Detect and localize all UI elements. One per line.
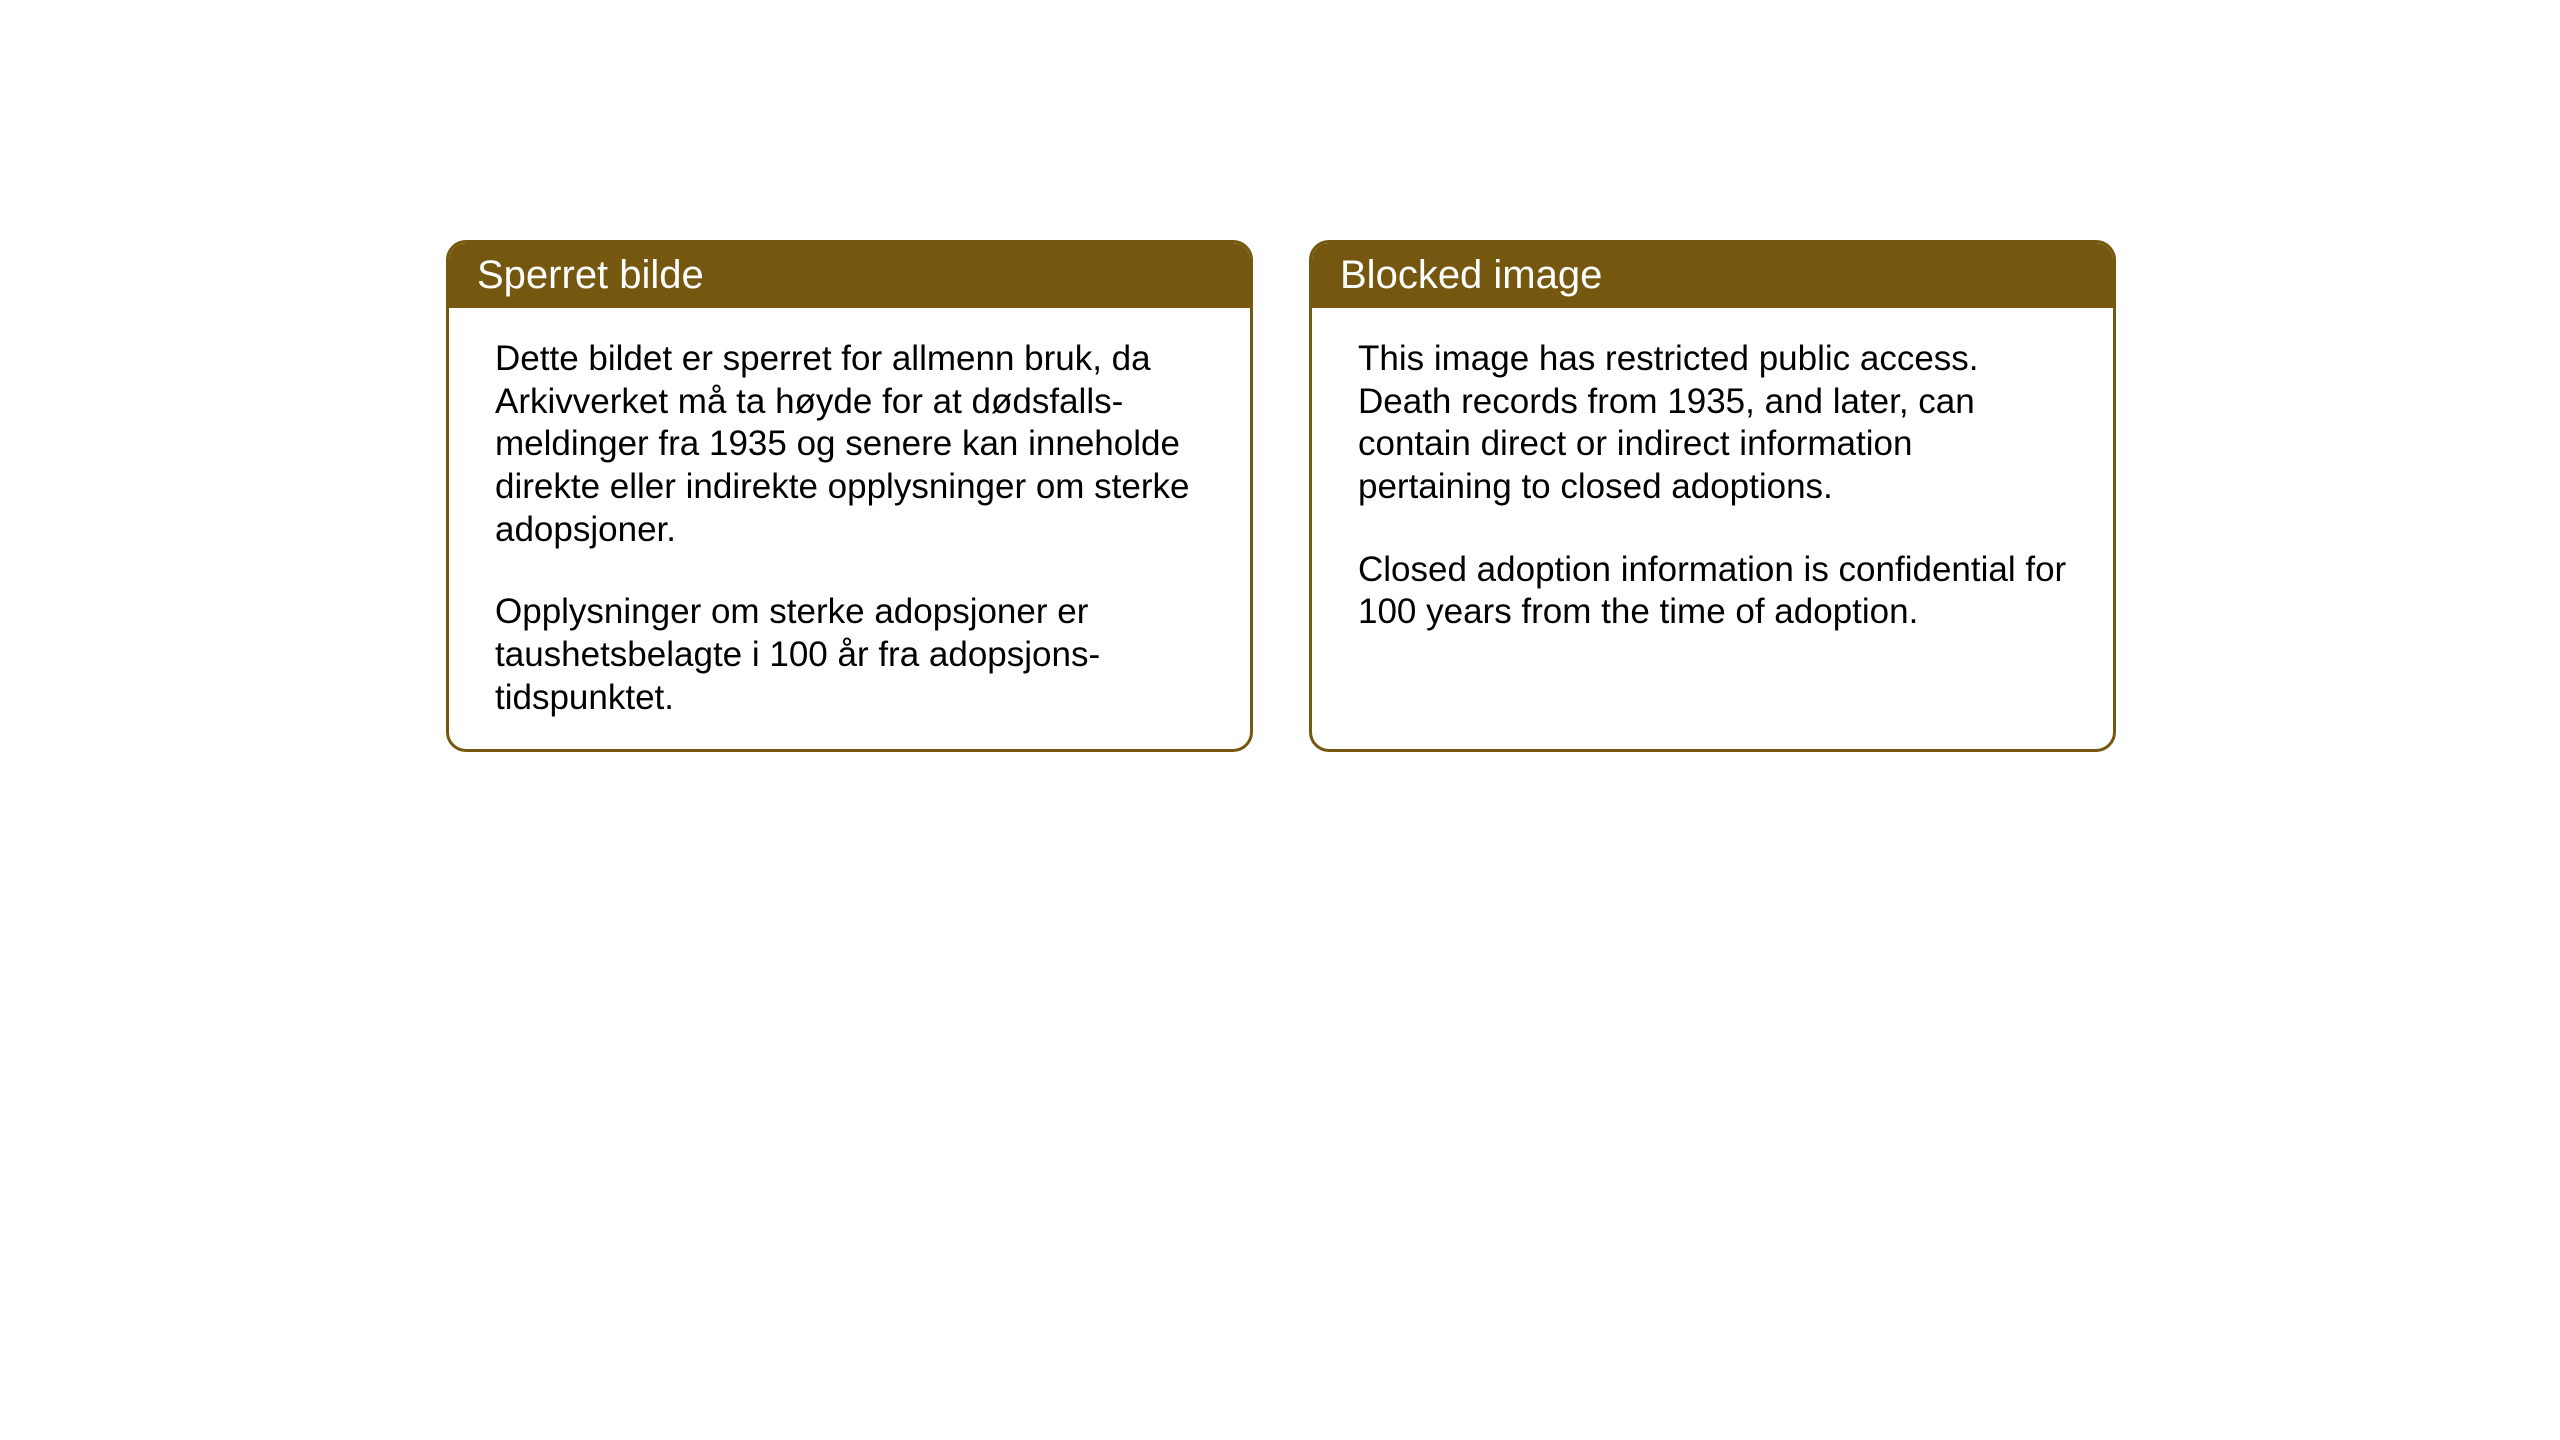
card-title-norwegian: Sperret bilde [477,253,704,297]
card-norwegian: Sperret bilde Dette bildet er sperret fo… [446,240,1253,752]
card-english: Blocked image This image has restricted … [1309,240,2116,752]
card-paragraph-english-2: Closed adoption information is confident… [1358,549,2067,634]
card-paragraph-norwegian-2: Opplysninger om sterke adopsjoner er tau… [495,591,1204,719]
card-paragraph-english-1: This image has restricted public access.… [1358,338,2067,509]
cards-container: Sperret bilde Dette bildet er sperret fo… [446,240,2116,752]
card-title-english: Blocked image [1340,253,1602,297]
card-header-norwegian: Sperret bilde [449,243,1250,308]
card-header-english: Blocked image [1312,243,2113,308]
card-body-norwegian: Dette bildet er sperret for allmenn bruk… [449,308,1250,752]
card-paragraph-norwegian-1: Dette bildet er sperret for allmenn bruk… [495,338,1204,551]
card-body-english: This image has restricted public access.… [1312,308,2113,674]
